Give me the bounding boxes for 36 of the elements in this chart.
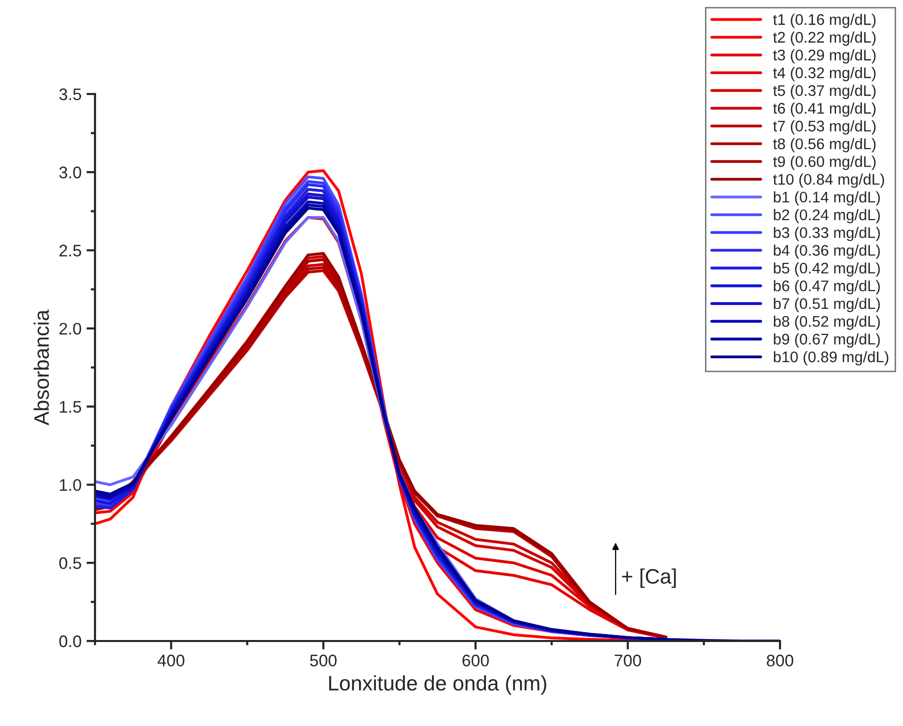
y-tick-label: 3.0 bbox=[59, 166, 82, 178]
legend-label: t10 (0.84 mg/dL) bbox=[773, 174, 884, 188]
y-tick-label: 2.5 bbox=[59, 244, 82, 256]
x-tick-label: 700 bbox=[614, 654, 642, 666]
x-tick-label: 600 bbox=[462, 654, 489, 666]
legend-label: t9 (0.60 mg/dL) bbox=[773, 156, 876, 170]
legend-label: b4 (0.36 mg/dL) bbox=[774, 244, 880, 259]
legend-label: b9 (0.67 mg/dL) bbox=[774, 333, 880, 348]
legend-label: b1 (0.14 mg/dL) bbox=[774, 191, 880, 206]
y-tick-label: 1.0 bbox=[60, 479, 82, 491]
y-tick-label: 3.5 bbox=[59, 88, 82, 100]
legend-label: t2 (0.22 mg/dL) bbox=[773, 32, 876, 46]
legend-label: b10 (0.89 mg/dL) bbox=[774, 351, 888, 366]
y-tick-label: 0.5 bbox=[59, 557, 82, 570]
legend-label: b6 (0.47 mg/dL) bbox=[774, 280, 880, 294]
legend-label: t3 (0.29 mg/dL) bbox=[773, 49, 876, 64]
legend-label: b8 (0.52 mg/dL) bbox=[774, 316, 880, 330]
annotation: + [Ca] bbox=[622, 568, 676, 588]
y-axis-title: Absorbancia bbox=[34, 310, 49, 426]
legend-label: t7 (0.53 mg/dL) bbox=[773, 120, 876, 135]
y-tick-label: 1.5 bbox=[60, 401, 82, 413]
legend-label: b2 (0.24 mg/dL) bbox=[774, 209, 880, 224]
legend-label: t4 (0.32 mg/dL) bbox=[773, 67, 876, 82]
y-tick-label: 0.0 bbox=[59, 635, 82, 648]
legend-label: b5 (0.42 mg/dL) bbox=[774, 262, 880, 277]
y-tick-label: 2.0 bbox=[59, 322, 82, 335]
legend-label: b3 (0.33 mg/dL) bbox=[774, 226, 880, 242]
legend-label: t1 (0.16 mg/dL) bbox=[773, 14, 876, 28]
legend-label: t8 (0.56 mg/dL) bbox=[773, 138, 876, 152]
x-tick-label: 800 bbox=[766, 654, 794, 666]
x-axis-title: Lonxitude de onda (nm) bbox=[329, 675, 546, 695]
legend-label: t6 (0.41 mg/dL) bbox=[773, 102, 876, 117]
x-tick-label: 500 bbox=[310, 654, 337, 666]
x-tick-label: 400 bbox=[158, 654, 184, 666]
legend-label: b7 (0.51 mg/dL) bbox=[774, 298, 880, 312]
legend-label: t5 (0.37 mg/dL) bbox=[773, 84, 876, 100]
